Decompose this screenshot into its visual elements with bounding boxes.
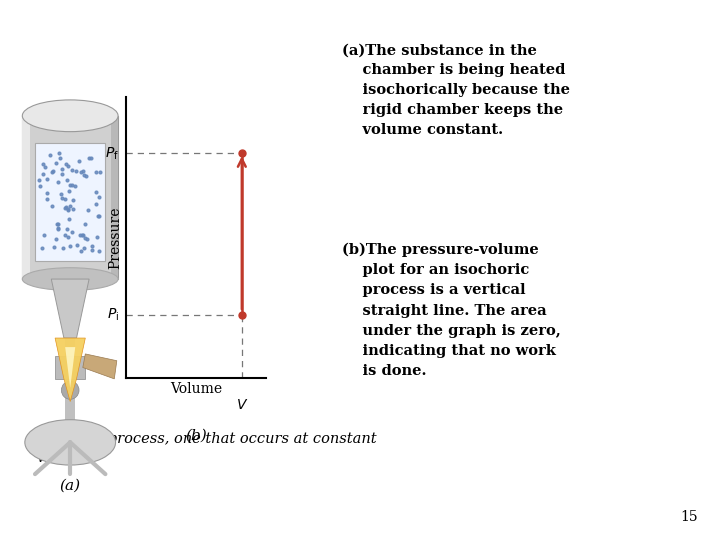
Bar: [22, 116, 30, 279]
Polygon shape: [51, 279, 89, 338]
Text: (a): (a): [60, 478, 81, 492]
X-axis label: Volume: Volume: [170, 382, 222, 396]
Text: (b)The pressure-volume
    plot for an isochoric
    process is a vertical
    s: (b)The pressure-volume plot for an isoch…: [342, 243, 561, 377]
Y-axis label: Pressure: Pressure: [108, 206, 122, 269]
Bar: [111, 116, 118, 279]
Polygon shape: [65, 347, 75, 388]
Ellipse shape: [22, 268, 118, 291]
Text: (a)The substance in the
    chamber is being heated
    isochorically because th: (a)The substance in the chamber is being…: [342, 43, 570, 137]
Text: isochoric process, one that occurs at constant
volume.: isochoric process, one that occurs at co…: [36, 432, 377, 465]
Text: 15: 15: [681, 510, 698, 524]
Ellipse shape: [22, 100, 118, 132]
Text: $P_{\rm i}$: $P_{\rm i}$: [107, 307, 119, 323]
Bar: [55, 356, 85, 379]
Text: $P_{\rm f}$: $P_{\rm f}$: [105, 145, 119, 161]
Bar: [35, 143, 105, 261]
Polygon shape: [55, 338, 85, 402]
Text: (b): (b): [185, 429, 207, 443]
Bar: [65, 279, 75, 438]
Polygon shape: [83, 354, 117, 379]
Ellipse shape: [61, 381, 79, 399]
Text: $V$: $V$: [235, 397, 248, 411]
Ellipse shape: [24, 420, 115, 465]
Bar: [22, 116, 118, 279]
